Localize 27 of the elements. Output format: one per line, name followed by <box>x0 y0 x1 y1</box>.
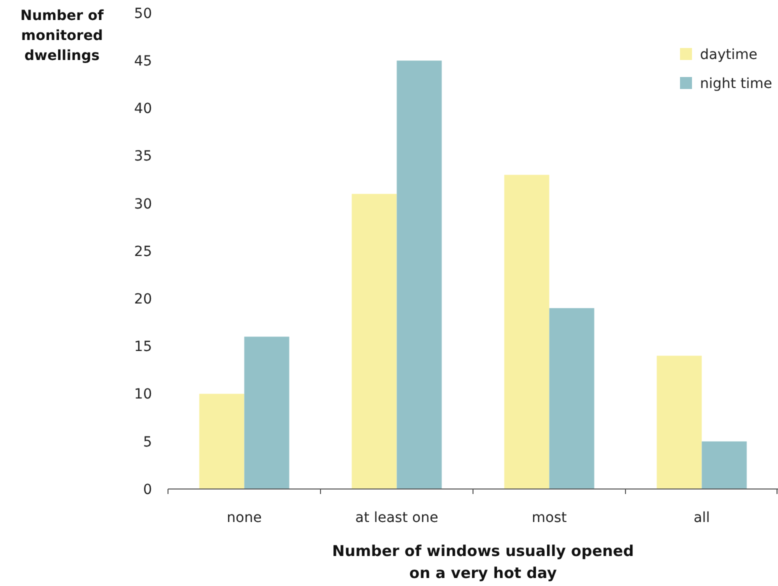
y-tick-label: 0 <box>143 482 152 498</box>
bar <box>352 194 397 489</box>
bar <box>504 174 550 489</box>
bar <box>244 336 290 489</box>
bar <box>199 394 244 489</box>
bar <box>702 441 747 489</box>
bar <box>549 308 594 489</box>
x-tick-label: all <box>694 510 710 526</box>
x-tick-label: none <box>226 510 262 526</box>
legend-label: night time <box>700 76 772 92</box>
y-tick-label: 50 <box>134 6 152 22</box>
y-tick-label: 30 <box>134 196 152 212</box>
y-tick-label: 20 <box>134 292 152 308</box>
legend-label: daytime <box>700 46 758 63</box>
x-tick-label: most <box>532 510 568 526</box>
bar <box>396 60 442 489</box>
bar <box>656 356 702 489</box>
y-axis-title: Number of monitored dwellings <box>20 8 105 64</box>
y-tick-label: 45 <box>134 54 152 70</box>
x-tick-label: at least one <box>355 510 438 526</box>
y-tick-label: 40 <box>134 101 152 118</box>
y-tick-label: 25 <box>134 244 152 260</box>
x-axis-title: Number of windows usually opened on a very hot day <box>332 542 634 582</box>
y-tick-label: 15 <box>134 339 152 356</box>
y-tick-label: 5 <box>143 434 152 450</box>
y-tick-label: 35 <box>134 148 152 165</box>
y-tick-label: 10 <box>134 386 152 403</box>
